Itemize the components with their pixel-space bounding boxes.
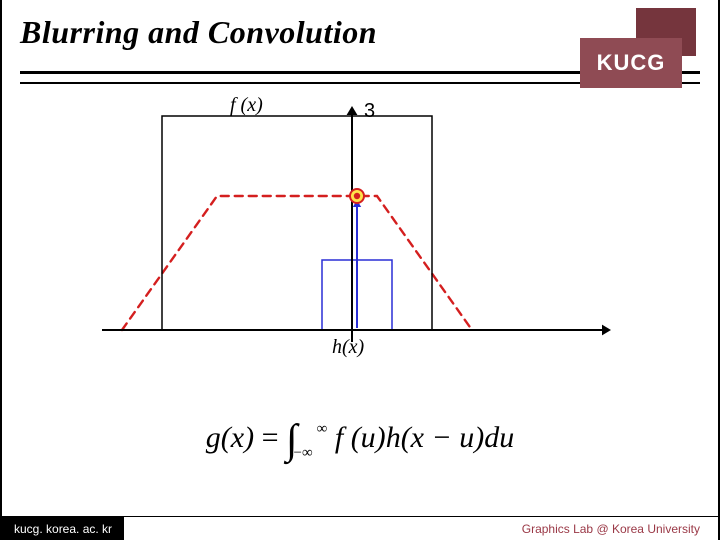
f-of-x-label: f (x) <box>230 94 263 117</box>
footer-affiliation: Graphics Lab @ Korea University <box>522 522 700 536</box>
slide: Blurring and Convolution KUCG f (x) h(x)… <box>0 0 720 540</box>
height-value-label: 3 <box>364 100 375 123</box>
diagram-svg <box>102 100 622 370</box>
badge-front-rect: KUCG <box>580 38 682 88</box>
convolution-diagram: f (x) h(x) 3 <box>102 100 622 370</box>
convolution-equation: g(x) = ∫−∞∞ f (u)h(x − u)du <box>2 410 718 458</box>
footer-url: kucg. korea. ac. kr <box>2 517 124 540</box>
footer-bar: kucg. korea. ac. kr Graphics Lab @ Korea… <box>2 516 718 540</box>
badge-text: KUCG <box>597 50 666 76</box>
logo-badge: KUCG <box>580 8 696 92</box>
h-of-x-label: h(x) <box>332 336 364 359</box>
